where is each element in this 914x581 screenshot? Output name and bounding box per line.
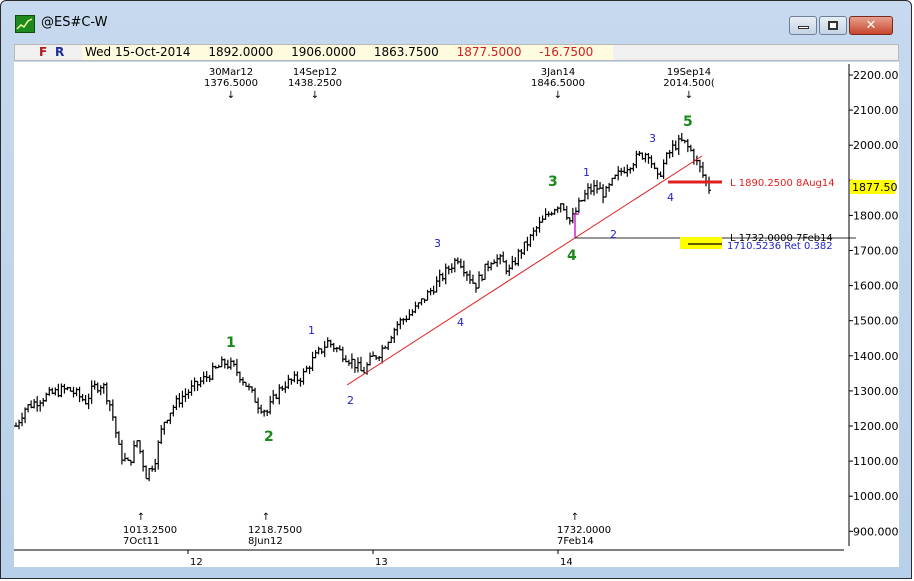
quote-date: Wed 15-Oct-2014 xyxy=(85,45,191,59)
wave-label-minor-3b: 3 xyxy=(649,132,656,145)
wave-label-primary-5: 5 xyxy=(683,114,693,130)
swing-high-date-4: 19Sep14 xyxy=(667,67,711,78)
window-title: @ES#C-W xyxy=(41,15,108,30)
last-price-marker xyxy=(850,180,895,194)
y-tick-label: 2200.00 xyxy=(853,69,899,82)
y-tick-label: 1200.00 xyxy=(853,420,899,433)
swing-high-price-3: 1846.5000 xyxy=(531,78,585,89)
y-tick-label: 2100.00 xyxy=(853,104,899,117)
last-price-label: 1877.50 xyxy=(852,181,898,194)
y-tick-label: 900.000 xyxy=(853,525,899,538)
level-label-blue: 1710.5236 Ret 0.382 xyxy=(727,241,833,252)
swing-low-price-1: 1013.2500 xyxy=(123,525,177,536)
swing-low-date-3: 7Feb14 xyxy=(557,536,594,547)
f-button[interactable]: F xyxy=(39,45,48,59)
wave-label-minor-2: 2 xyxy=(347,394,354,407)
swing-low-date-2: 8Jun12 xyxy=(248,536,283,547)
x-tick-14: 14 xyxy=(560,557,573,567)
price-chart: L 1890.2500 8Aug14 L 1732.0000 7Feb14 17… xyxy=(14,64,899,568)
wave-label-primary-3: 3 xyxy=(548,174,558,190)
close-button[interactable]: ✕ xyxy=(849,16,893,35)
wave-label-minor-1: 1 xyxy=(308,324,315,337)
y-tick-label: 1100.00 xyxy=(853,455,899,468)
minimize-button[interactable] xyxy=(789,16,817,35)
down-arrow-icon: ↓ xyxy=(311,90,319,101)
app-chart-icon xyxy=(15,15,35,33)
down-arrow-icon: ↓ xyxy=(685,90,693,101)
swing-low-price-2: 1218.7500 xyxy=(248,525,302,536)
r-button[interactable]: R xyxy=(55,45,65,59)
y-tick-label: 1800.00 xyxy=(853,209,899,222)
quote-low: 1863.7500 xyxy=(373,45,439,59)
swing-high-price-1: 1376.5000 xyxy=(204,78,258,89)
quote-open: 1892.0000 xyxy=(208,45,274,59)
y-tick-label: 1500.00 xyxy=(853,315,899,328)
wave-label-primary-2: 2 xyxy=(264,429,274,445)
quote-values: Wed 15-Oct-2014 1892.0000 1906.0000 1863… xyxy=(82,45,614,60)
swing-high-date-1: 30Mar12 xyxy=(209,67,253,78)
y-tick-label: 1600.00 xyxy=(853,280,899,293)
y-tick-label: 1700.00 xyxy=(853,245,899,258)
y-tick-label: 1300.00 xyxy=(853,385,899,398)
title-bar[interactable]: @ES#C-W ✕ xyxy=(1,1,911,41)
quote-close: 1877.5000 xyxy=(456,45,522,59)
up-arrow-icon: ↑ xyxy=(571,512,579,523)
swing-low-price-3: 1732.0000 xyxy=(557,525,611,536)
swing-high-date-2: 14Sep12 xyxy=(293,67,337,78)
wave-label-primary-4: 4 xyxy=(567,248,577,264)
x-tick-12: 12 xyxy=(190,557,203,567)
y-tick-label: 1400.00 xyxy=(853,350,899,363)
level-label-black: L 1732.0000 7Feb14 xyxy=(730,233,833,244)
minimize-icon xyxy=(798,26,809,29)
swing-low-date-1: 7Oct11 xyxy=(123,536,159,547)
x-tick-13: 13 xyxy=(375,557,388,567)
swing-high-price-4: 2014.500( xyxy=(663,78,715,89)
wave-label-minor-2b: 2 xyxy=(610,228,617,241)
swing-high-date-3: 3Jan14 xyxy=(541,67,576,78)
down-arrow-icon: ↓ xyxy=(554,90,562,101)
wave-label-minor-4: 4 xyxy=(457,316,464,329)
y-tick-label: 2000.00 xyxy=(853,139,899,152)
y-tick-label: 1000.00 xyxy=(853,490,899,503)
down-arrow-icon: ↓ xyxy=(227,90,235,101)
swing-high-price-2: 1438.2500 xyxy=(288,78,342,89)
maximize-icon xyxy=(828,21,838,30)
trendline[interactable] xyxy=(346,155,703,386)
maximize-button[interactable] xyxy=(819,16,847,35)
up-arrow-icon: ↑ xyxy=(137,512,145,523)
close-icon: ✕ xyxy=(865,18,877,33)
price-chart-area[interactable]: L 1890.2500 8Aug14 L 1732.0000 7Feb14 17… xyxy=(14,62,899,568)
quote-change: -16.7500 xyxy=(539,45,594,59)
quote-info-bar: F R Wed 15-Oct-2014 1892.0000 1906.0000 … xyxy=(14,44,899,61)
level-label-red: L 1890.2500 8Aug14 xyxy=(730,178,835,189)
wave-label-minor-3: 3 xyxy=(434,237,441,250)
up-arrow-icon: ↑ xyxy=(262,512,270,523)
wave-label-primary-1: 1 xyxy=(226,335,236,351)
ohlc-bars xyxy=(14,133,711,482)
wave-label-minor-4b: 4 xyxy=(667,191,674,204)
wave-label-minor-1b: 1 xyxy=(583,166,590,179)
retracement-highlight xyxy=(680,237,722,249)
quote-high: 1906.0000 xyxy=(291,45,356,59)
